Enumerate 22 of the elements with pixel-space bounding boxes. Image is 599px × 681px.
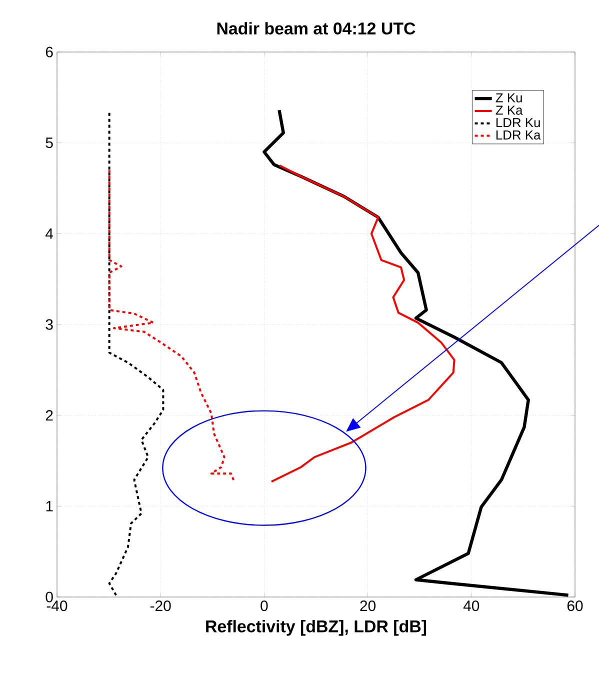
y-tick-label: 3 [46, 319, 53, 330]
x-tick-label: 0 [260, 600, 268, 612]
y-tick-label: 1 [46, 501, 53, 512]
y-tick-label: 5 [46, 138, 53, 148]
legend-label: LDR Ku [496, 118, 540, 128]
x-tick-label: 60 [567, 600, 583, 612]
x-tick-label: 40 [463, 600, 480, 612]
y-tick-label: 4 [46, 228, 54, 239]
x-axis-title: Reflectivity [dBZ], LDR [dB] [206, 620, 426, 636]
chart-title: Nadir beam at 04:12 UTC [217, 22, 416, 35]
y-tick-label: 2 [46, 410, 53, 421]
legend-label: Z Ku [496, 93, 522, 102]
legend-label: LDR Ka [496, 130, 541, 140]
x-tick-label: -20 [150, 600, 171, 612]
line-series [108, 112, 164, 596]
legend-label: Z Ka [496, 106, 523, 115]
line-series [270, 164, 456, 483]
x-tick-label: 20 [360, 600, 376, 612]
y-tick-label: 6 [46, 46, 53, 58]
x-tick-label: -40 [46, 600, 68, 612]
y-tick-label: 0 [46, 592, 53, 602]
line-series [108, 169, 236, 483]
